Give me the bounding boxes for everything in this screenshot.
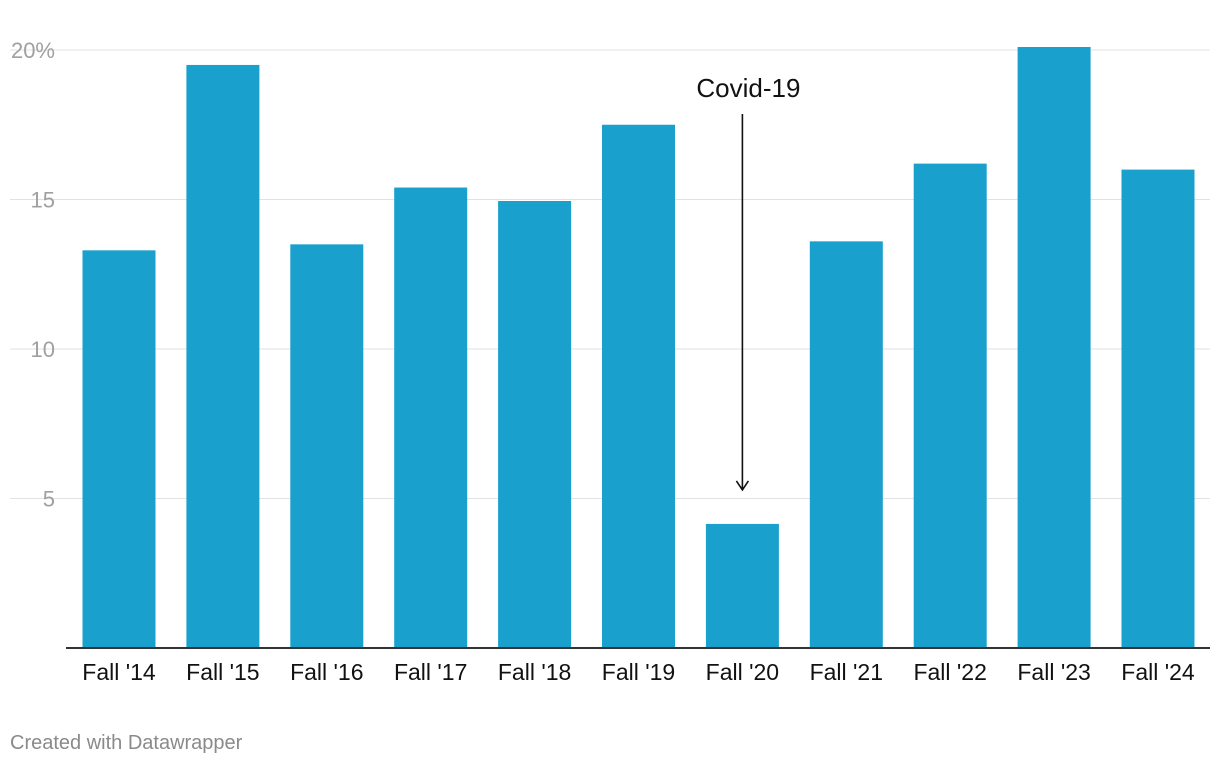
- bar: [705, 523, 779, 648]
- bar: [809, 241, 883, 649]
- x-tick-label: Fall '24: [1121, 659, 1195, 685]
- bar: [498, 200, 572, 648]
- bar: [913, 163, 987, 648]
- annotation-label: Covid-19: [696, 73, 800, 103]
- x-tick-label: Fall '23: [1017, 659, 1090, 685]
- x-tick-label: Fall '20: [706, 659, 779, 685]
- bar: [1121, 169, 1195, 648]
- bar: [394, 187, 468, 649]
- y-tick-label: 15: [31, 188, 55, 213]
- bar: [82, 250, 156, 648]
- x-tick-label: Fall '19: [602, 659, 675, 685]
- bar: [1017, 47, 1091, 648]
- x-tick-label: Fall '14: [82, 659, 156, 685]
- y-axis-labels: 5 10 15 20%: [11, 38, 55, 512]
- y-tick-label: 5: [43, 487, 55, 512]
- covid-annotation: Covid-19: [696, 73, 800, 492]
- x-tick-label: Fall '15: [186, 659, 259, 685]
- x-tick-label: Fall '17: [394, 659, 467, 685]
- bars: [82, 47, 1195, 649]
- x-tick-label: Fall '16: [290, 659, 363, 685]
- x-tick-label: Fall '22: [913, 659, 986, 685]
- bar: [602, 124, 675, 648]
- footer-credit: Created with Datawrapper: [10, 732, 243, 754]
- bar: [290, 244, 364, 648]
- x-tick-label: Fall '21: [810, 659, 883, 685]
- y-tick-label: 20%: [11, 38, 55, 63]
- annotation-arrow-icon: [735, 114, 750, 492]
- x-tick-label: Fall '18: [498, 659, 571, 685]
- y-tick-label: 10: [31, 337, 55, 362]
- bar: [186, 64, 260, 648]
- x-axis-labels: Fall '14 Fall '15 Fall '16 Fall '17 Fall '18…: [82, 659, 1195, 685]
